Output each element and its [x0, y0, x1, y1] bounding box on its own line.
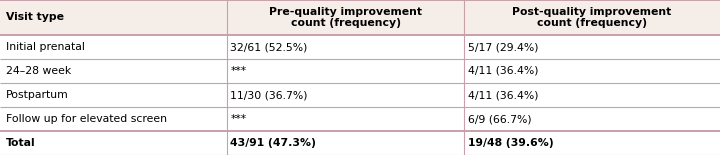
- Text: Total: Total: [6, 138, 35, 148]
- Text: Postpartum: Postpartum: [6, 90, 68, 100]
- Bar: [0, 59, 720, 83]
- Text: 11/30 (36.7%): 11/30 (36.7%): [230, 90, 308, 100]
- Text: 4/11 (36.4%): 4/11 (36.4%): [468, 66, 539, 76]
- Text: Initial prenatal: Initial prenatal: [6, 42, 85, 52]
- Bar: [0, 83, 720, 107]
- Bar: [0, 107, 720, 131]
- Text: 32/61 (52.5%): 32/61 (52.5%): [230, 42, 307, 52]
- Text: Pre-quality improvement
count (frequency): Pre-quality improvement count (frequency…: [269, 7, 422, 28]
- Bar: [0, 131, 720, 155]
- Text: 4/11 (36.4%): 4/11 (36.4%): [468, 90, 539, 100]
- Text: Follow up for elevated screen: Follow up for elevated screen: [6, 114, 167, 124]
- Text: 24–28 week: 24–28 week: [6, 66, 71, 76]
- Text: ***: ***: [230, 114, 246, 124]
- Text: 43/91 (47.3%): 43/91 (47.3%): [230, 138, 316, 148]
- Text: Visit type: Visit type: [6, 13, 64, 22]
- Text: ***: ***: [230, 66, 246, 76]
- Bar: [0, 35, 720, 59]
- Text: Post-quality improvement
count (frequency): Post-quality improvement count (frequenc…: [512, 7, 672, 28]
- Text: 5/17 (29.4%): 5/17 (29.4%): [468, 42, 539, 52]
- Text: 19/48 (39.6%): 19/48 (39.6%): [468, 138, 554, 148]
- Text: 6/9 (66.7%): 6/9 (66.7%): [468, 114, 531, 124]
